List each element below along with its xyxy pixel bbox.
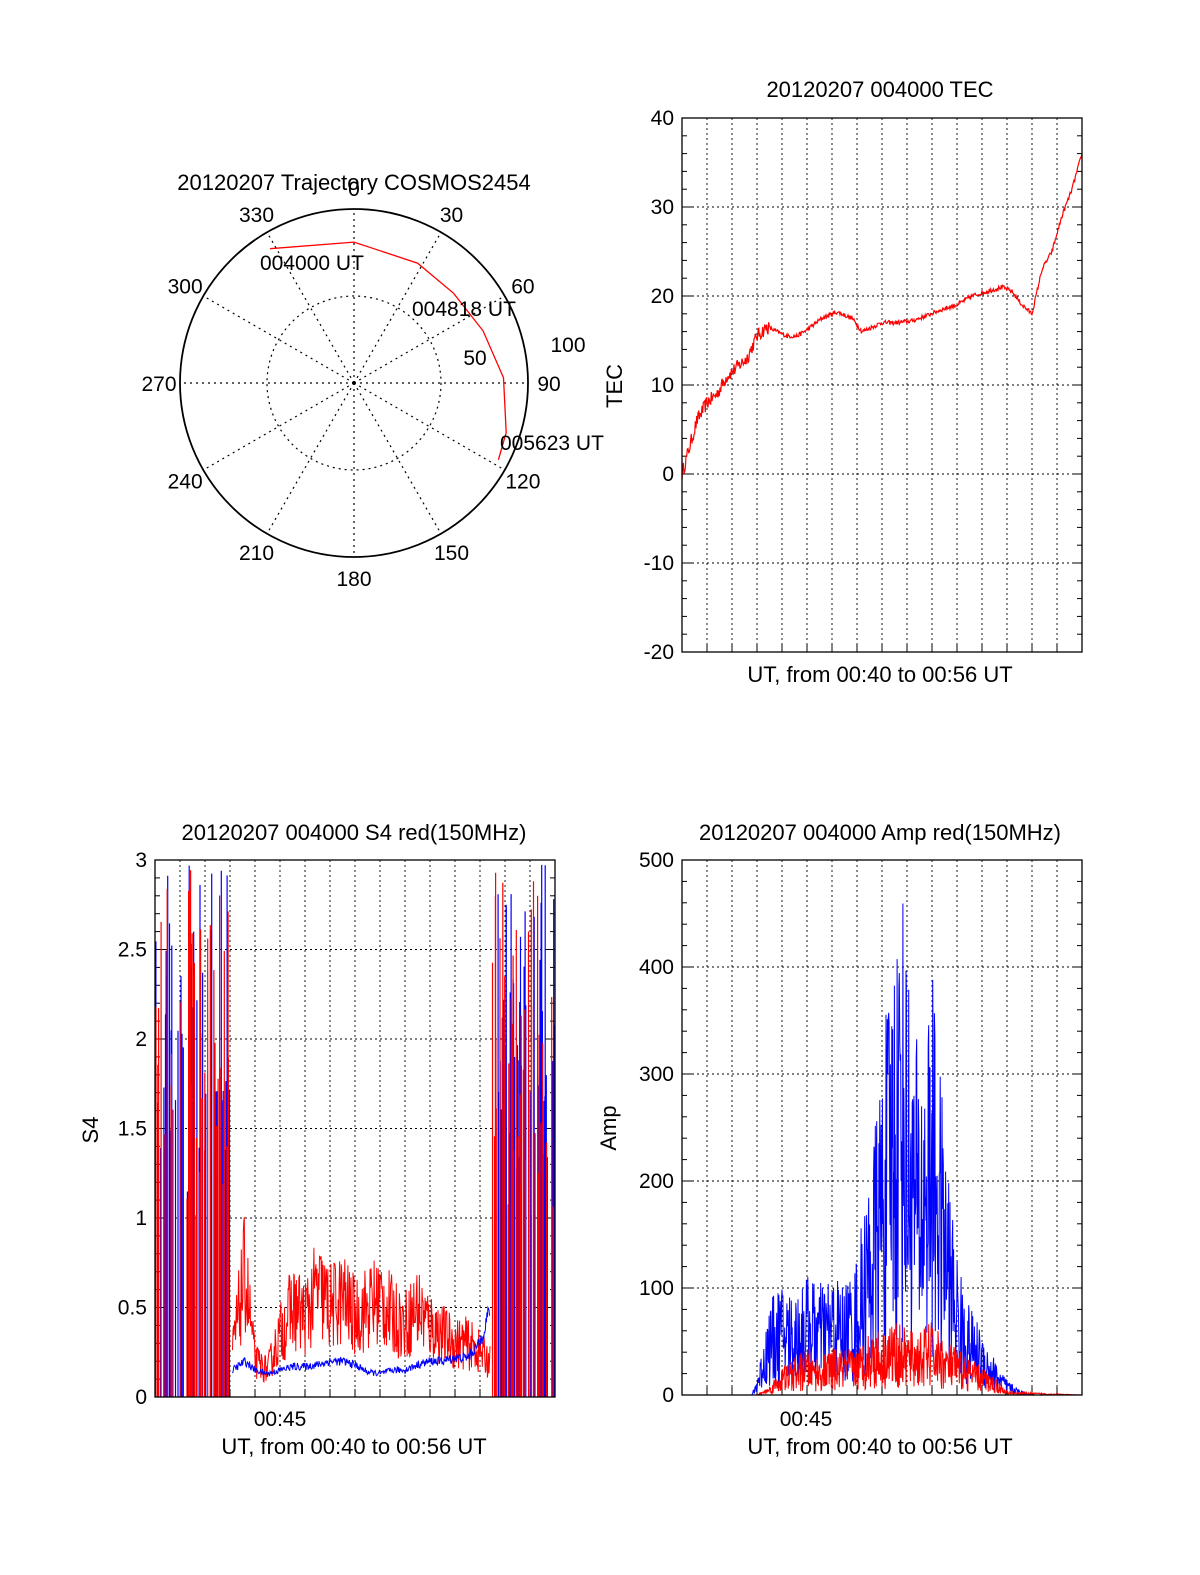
tec-chart: 20120207 004000 TEC 40 30 20 10 0 -10 -20 UT, … <box>602 77 1083 687</box>
polar-azimuth-label-150: 150 <box>434 542 469 565</box>
amp-y-axis-label: Amp <box>596 1105 621 1150</box>
polar-spoke-240 <box>203 382 355 471</box>
amp-y-tick-1: 400 <box>639 956 674 979</box>
polar-spoke-330 <box>266 232 355 384</box>
amp-y-tick-labels: 500 400 300 200 100 0 <box>639 849 674 1407</box>
tec-y-tick-0: 40 <box>651 107 674 130</box>
polar-radial-label-50: 50 <box>463 347 486 370</box>
tec-y-tick-3: 10 <box>651 374 674 397</box>
polar-azimuth-label-210: 210 <box>239 542 274 565</box>
amp-y-tick-0: 500 <box>639 849 674 872</box>
s4-y-tick-0: 3 <box>135 849 147 872</box>
tec-y-axis-label: TEC <box>602 364 627 408</box>
polar-chart-title: 20120207 Trajectory COSMOS2454 <box>177 170 530 195</box>
polar-azimuth-label-270: 270 <box>141 373 176 396</box>
polar-spoke-300 <box>203 295 355 384</box>
polar-azimuth-label-60: 60 <box>511 276 534 299</box>
amp-y-tick-3: 200 <box>639 1170 674 1193</box>
s4-chart-title: 20120207 004000 S4 red(150MHz) <box>182 820 527 845</box>
s4-series-red <box>232 1217 491 1384</box>
polar-spoke-150 <box>353 382 442 534</box>
polar-spokes <box>180 209 528 557</box>
s4-plot-frame <box>154 859 556 1398</box>
polar-azimuth-label-180: 180 <box>336 568 371 591</box>
polar-azimuth-label-0: 0 <box>348 178 360 201</box>
polar-annotation-start: 004000 UT <box>260 252 364 275</box>
amp-chart: 20120207 004000 Amp red(150MHz) 500 400 30… <box>596 820 1083 1459</box>
s4-series-noise <box>155 864 556 1397</box>
polar-azimuth-label-300: 300 <box>168 276 203 299</box>
polar-spoke-210 <box>266 382 355 534</box>
s4-burst-red-left <box>155 870 229 1397</box>
s4-y-tick-5: 0.5 <box>118 1297 147 1320</box>
tec-x-axis-label: UT, from 00:40 to 00:56 UT <box>747 662 1012 687</box>
polar-azimuth-label-330: 330 <box>239 204 274 227</box>
tec-series-line <box>681 152 1083 480</box>
s4-y-tick-6: 0 <box>135 1386 147 1409</box>
s4-y-axis-label: S4 <box>78 1117 103 1144</box>
amp-y-tick-5: 0 <box>662 1384 674 1407</box>
tec-y-tick-6: -20 <box>644 641 674 664</box>
polar-azimuth-label-240: 240 <box>168 471 203 494</box>
tec-grid <box>682 118 1082 652</box>
tec-y-tick-1: 30 <box>651 196 674 219</box>
s4-x-tick-label: 00:45 <box>254 1408 307 1431</box>
polar-azimuth-label-90: 90 <box>537 373 560 396</box>
polar-spoke-120 <box>353 382 505 471</box>
tec-plot-frame <box>681 117 1083 653</box>
s4-y-tick-3: 1.5 <box>118 1118 147 1141</box>
polar-outer-circle <box>179 208 529 558</box>
tec-y-tick-4: 0 <box>662 463 674 486</box>
polar-azimuth-labels: 0 30 60 90 120 150 180 210 240 270 300 330 <box>141 178 560 591</box>
polar-annotation-mid: 004818 UT <box>412 298 516 321</box>
amp-x-axis-label: UT, from 00:40 to 00:56 UT <box>747 1434 1012 1459</box>
tec-chart-title: 20120207 004000 TEC <box>766 77 993 102</box>
amp-plot-frame <box>681 859 1083 1396</box>
tec-y-tick-labels: 40 30 20 10 0 -10 -20 <box>644 107 674 664</box>
s4-x-axis-label: UT, from 00:40 to 00:56 UT <box>221 1434 486 1459</box>
s4-y-tick-4: 1 <box>135 1207 147 1230</box>
amp-series-red <box>682 1322 1082 1397</box>
amp-y-tick-4: 100 <box>639 1277 674 1300</box>
polar-inner-circle <box>266 295 442 471</box>
s4-series-blue <box>232 1305 491 1377</box>
s4-y-tick-labels: 3 2.5 2 1.5 1 0.5 0 <box>118 849 147 1409</box>
s4-y-tick-2: 2 <box>135 1028 147 1051</box>
polar-trajectory-chart: 20120207 Trajectory COSMOS2454 0 30 60 90 12… <box>141 170 604 591</box>
polar-annotation-end: 005623 UT <box>500 432 604 455</box>
s4-burst-red-right <box>491 872 554 1397</box>
polar-trajectory-trace <box>270 241 507 460</box>
polar-spoke-30 <box>353 232 442 384</box>
amp-chart-title: 20120207 004000 Amp red(150MHz) <box>699 820 1061 845</box>
s4-chart: 20120207 004000 S4 red(150MHz) 3 2.5 2 1.5 1… <box>78 820 556 1459</box>
polar-radial-label-100: 100 <box>550 334 585 357</box>
polar-azimuth-label-30: 30 <box>440 204 463 227</box>
tec-y-tick-5: -10 <box>644 552 674 575</box>
amp-y-tick-2: 300 <box>639 1063 674 1086</box>
tec-y-tick-2: 20 <box>651 285 674 308</box>
amp-x-tick-label: 00:45 <box>780 1408 833 1431</box>
polar-spoke-60 <box>353 295 505 384</box>
s4-y-tick-1: 2.5 <box>118 939 147 962</box>
polar-azimuth-label-120: 120 <box>505 471 540 494</box>
